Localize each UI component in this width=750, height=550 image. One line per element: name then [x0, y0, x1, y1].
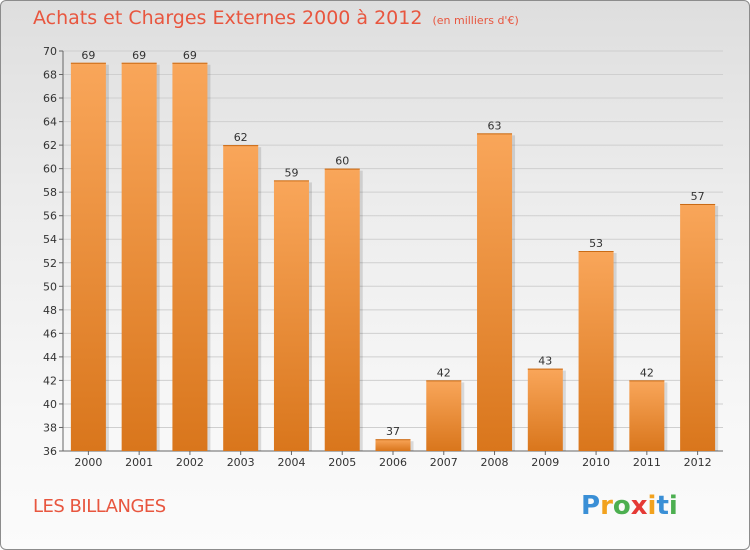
- x-tick-label: 2008: [481, 456, 509, 469]
- bar: [70, 62, 106, 451]
- bar: [324, 168, 360, 451]
- bar: [375, 439, 411, 451]
- bar: [578, 251, 614, 451]
- data-label: 43: [538, 355, 552, 368]
- data-label: 69: [81, 49, 95, 62]
- y-tick-label: 38: [43, 421, 57, 434]
- y-tick-label: 36: [43, 445, 57, 458]
- bar: [477, 133, 513, 451]
- bar: [629, 380, 665, 451]
- logo-letter: t: [656, 491, 669, 521]
- data-label: 60: [335, 155, 349, 168]
- y-tick-label: 64: [43, 116, 57, 129]
- y-tick-label: 46: [43, 327, 57, 340]
- y-tick-label: 50: [43, 280, 57, 293]
- bar: [121, 62, 157, 451]
- x-tick-label: 2012: [684, 456, 712, 469]
- x-tick-label: 2007: [430, 456, 458, 469]
- data-label: 59: [284, 166, 298, 179]
- logo-letter: i: [647, 491, 657, 521]
- y-tick-label: 52: [43, 257, 57, 270]
- bar-layer: [70, 62, 719, 452]
- data-label: 57: [691, 190, 705, 203]
- bar: [527, 368, 563, 451]
- y-tick-label: 56: [43, 210, 57, 223]
- x-tick-label: 2011: [633, 456, 661, 469]
- label-layer: 69 69 69 62 59 60 37 42 63 43 53 42 57: [81, 49, 704, 438]
- data-label: 69: [183, 49, 197, 62]
- y-tick-label: 54: [43, 233, 57, 246]
- data-label: 42: [437, 366, 451, 379]
- x-tick-label: 2009: [531, 456, 559, 469]
- data-label: 42: [640, 366, 654, 379]
- y-tick-label: 44: [43, 351, 57, 364]
- logo-letter: r: [600, 491, 613, 521]
- logo-letter: x: [630, 491, 648, 521]
- data-label: 37: [386, 425, 400, 438]
- logo-letter: o: [612, 491, 631, 521]
- subtitle-text: (en milliers d'€): [432, 14, 519, 27]
- data-label: 53: [589, 237, 603, 250]
- chart-title: Achats et Charges Externes 2000 à 2012 (e…: [33, 7, 519, 29]
- x-tick-label: 2002: [176, 456, 204, 469]
- x-tick-label: 2003: [227, 456, 255, 469]
- x-tick-label: 2000: [74, 456, 102, 469]
- y-tick-label: 66: [43, 92, 57, 105]
- bar: [680, 203, 716, 451]
- x-tick-label: 2006: [379, 456, 407, 469]
- x-tick-label: 2004: [277, 456, 305, 469]
- grid-layer: [63, 50, 723, 452]
- x-tick-label: 2005: [328, 456, 356, 469]
- y-tick-label: 42: [43, 374, 57, 387]
- data-label: 69: [132, 49, 146, 62]
- bar: [223, 145, 259, 451]
- axis-layer: 36 38 40 42 44 46 48 50 52 54 56 58 60 62 64 66 68 70 2000…: [43, 45, 723, 469]
- y-tick-label: 70: [43, 45, 57, 58]
- commune-name: LES BILLANGES: [33, 496, 166, 517]
- logo-letter: i: [668, 491, 678, 521]
- y-tick-label: 58: [43, 186, 57, 199]
- x-tick-label: 2001: [125, 456, 153, 469]
- y-tick-label: 48: [43, 304, 57, 317]
- data-label: 63: [488, 119, 502, 132]
- bar: [273, 180, 309, 452]
- bar: [426, 380, 462, 451]
- y-tick-label: 40: [43, 398, 57, 411]
- y-tick-label: 60: [43, 163, 57, 176]
- logo-letter: P: [581, 491, 601, 521]
- y-tick-label: 62: [43, 139, 57, 152]
- title-text: Achats et Charges Externes 2000 à 2012: [33, 7, 423, 29]
- proxiti-logo: Proxiti: [581, 491, 678, 521]
- y-tick-label: 68: [43, 69, 57, 82]
- bar: [172, 62, 208, 451]
- x-tick-label: 2010: [582, 456, 610, 469]
- data-label: 62: [234, 131, 248, 144]
